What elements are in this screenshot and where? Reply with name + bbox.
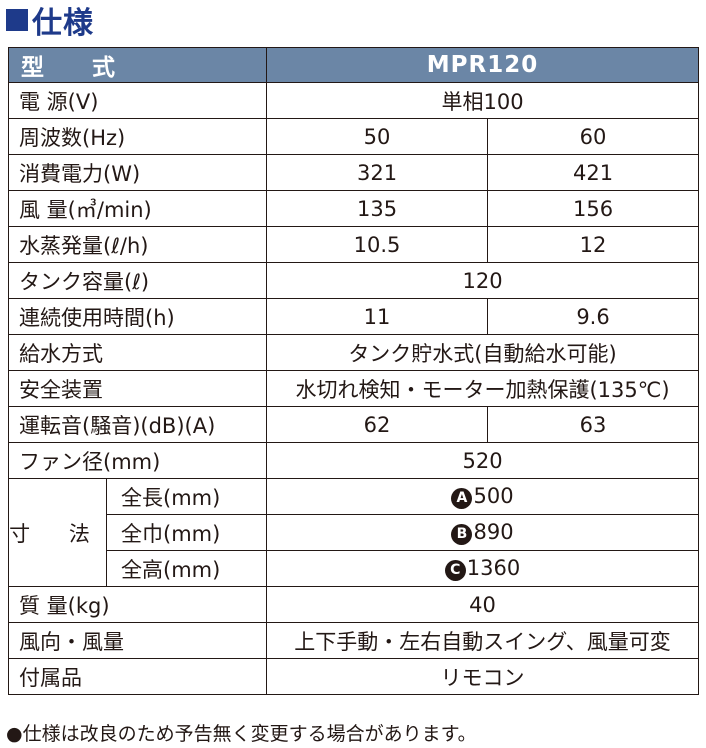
table-row: 全巾(mm) B 890 <box>9 514 700 551</box>
row-value-50hz: 10.5 <box>266 226 489 263</box>
row-label: ファン径(mm) <box>7 442 268 479</box>
spec-table: 型 式 MPR120 電 源(V) 単相100 周波数(Hz) 50 60 消費… <box>7 47 700 695</box>
table-row: ファン径(mm) 520 <box>7 442 700 479</box>
model-name: MPR120 <box>266 47 700 83</box>
row-label: タンク容量(ℓ) <box>7 262 268 299</box>
table-row: 消費電力(W) 321 421 <box>7 154 700 191</box>
row-value: 520 <box>266 442 700 479</box>
dimension-value: A 500 <box>266 478 700 515</box>
row-value-50hz: 321 <box>266 154 489 191</box>
table-row: 周波数(Hz) 50 60 <box>7 118 700 155</box>
table-row: 連続使用時間(h) 11 9.6 <box>7 298 700 335</box>
model-label: 型 式 <box>7 47 268 83</box>
row-value: 120 <box>266 262 700 299</box>
row-label: 連続使用時間(h) <box>7 298 268 335</box>
table-header-row: 型 式 MPR120 <box>7 47 700 83</box>
row-label: 風 量(㎥/min) <box>7 190 268 227</box>
table-row: 全高(mm) C 1360 <box>9 550 700 587</box>
dimension-number: 890 <box>473 520 514 544</box>
row-value: 水切れ検知・モーター加熱保護(135℃) <box>266 370 700 407</box>
row-label: 水蒸発量(ℓ/h) <box>7 226 268 263</box>
dimension-value: C 1360 <box>266 550 700 587</box>
row-label: 風向・風量 <box>7 622 268 659</box>
row-value-50hz: 50 <box>266 118 489 155</box>
table-row: 水蒸発量(ℓ/h) 10.5 12 <box>7 226 700 263</box>
section-heading: 仕様 <box>6 0 94 41</box>
dimension-label: 全長(mm) <box>105 478 268 515</box>
table-row: 付属品 リモコン <box>7 658 700 695</box>
marker-a-icon: A <box>451 488 473 509</box>
table-row: 質 量(kg) 40 <box>7 586 700 623</box>
row-label: 給水方式 <box>7 334 268 371</box>
row-label: 周波数(Hz) <box>7 118 268 155</box>
dimension-label: 全巾(mm) <box>105 514 268 551</box>
row-label: 電 源(V) <box>7 82 268 119</box>
marker-c-icon: C <box>444 560 466 581</box>
row-value: 上下手動・左右自動スイング、風量可変 <box>266 622 700 659</box>
spec-note: ●仕様は改良のため予告無く変更する場合があります。 <box>6 723 477 745</box>
dimension-number: 1360 <box>466 556 521 580</box>
row-label: 運転音(騒音)(dB)(A) <box>7 406 268 443</box>
table-row: 風 量(㎥/min) 135 156 <box>7 190 700 227</box>
table-row: 安全装置 水切れ検知・モーター加熱保護(135℃) <box>7 370 700 407</box>
table-row: タンク容量(ℓ) 120 <box>7 262 700 299</box>
dimension-number: 500 <box>473 484 514 508</box>
row-value-60hz: 60 <box>487 118 700 155</box>
row-value-60hz: 9.6 <box>487 298 700 335</box>
table-row: 電 源(V) 単相100 <box>7 82 700 119</box>
row-value-60hz: 421 <box>487 154 700 191</box>
marker-b-icon: B <box>451 524 473 545</box>
row-value-50hz: 62 <box>266 406 489 443</box>
row-value: 40 <box>266 586 700 623</box>
row-value-60hz: 63 <box>487 406 700 443</box>
row-value-50hz: 11 <box>266 298 489 335</box>
table-row: 風向・風量 上下手動・左右自動スイング、風量可変 <box>7 622 700 659</box>
section-title: 仕様 <box>32 6 94 41</box>
table-row: 給水方式 タンク貯水式(自動給水可能) <box>7 334 700 371</box>
row-label: 安全装置 <box>7 370 268 407</box>
dimension-label: 全高(mm) <box>105 550 268 587</box>
dimensions-group-label: 寸 法 <box>8 478 107 587</box>
row-value: タンク貯水式(自動給水可能) <box>266 334 700 371</box>
row-label: 付属品 <box>7 658 268 695</box>
row-value-60hz: 12 <box>487 226 700 263</box>
dimension-value: B 890 <box>266 514 700 551</box>
square-marker-icon <box>6 9 28 31</box>
row-value: リモコン <box>266 658 700 695</box>
row-label: 質 量(kg) <box>7 586 268 623</box>
row-value: 単相100 <box>266 82 700 119</box>
row-label: 消費電力(W) <box>7 154 268 191</box>
table-row: 寸 法 全長(mm) A 500 <box>8 478 700 587</box>
row-value-60hz: 156 <box>487 190 700 227</box>
row-value-50hz: 135 <box>266 190 489 227</box>
table-row: 運転音(騒音)(dB)(A) 62 63 <box>7 406 700 443</box>
